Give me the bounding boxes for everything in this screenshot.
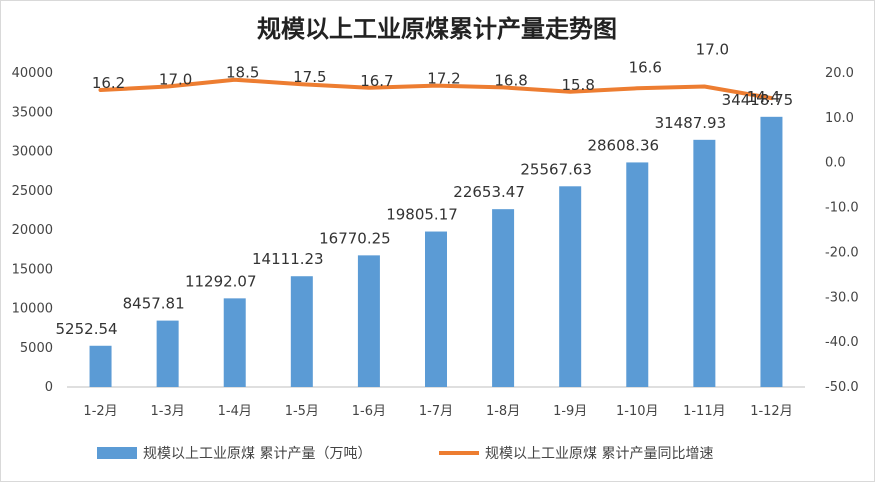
y-left-tick-label: 0 (45, 380, 53, 395)
bar (626, 162, 649, 387)
y-left-tick-label: 15000 (12, 262, 53, 277)
growth-line (98, 77, 774, 101)
bar (760, 116, 783, 388)
y-left-tick-label: 30000 (12, 145, 53, 160)
line-data-label: 16.6 (629, 58, 662, 76)
line-data-label: 17.0 (696, 40, 729, 58)
bar-data-label: 19805.17 (386, 206, 458, 224)
y-right-tick-label: -30.0 (825, 290, 859, 305)
line-data-label: 15.8 (561, 76, 594, 94)
line-data-label: 16.8 (494, 71, 527, 89)
bar-data-label: 14111.23 (252, 250, 324, 268)
bar (89, 345, 112, 387)
y-left-tick-label: 5000 (20, 341, 53, 356)
line-data-label: 17.0 (159, 70, 192, 88)
y-left-tick-label: 10000 (12, 302, 53, 317)
y-left-tick-label: 25000 (12, 184, 53, 199)
y-right-tick-label: 10.0 (825, 111, 854, 126)
bar-data-label: 16770.25 (319, 229, 391, 247)
y-right-tick-label: -50.0 (825, 380, 859, 395)
x-tick-label: 1-4月 (218, 404, 252, 419)
x-tick-label: 1-8月 (486, 404, 520, 419)
y-right-tick-label: 0.0 (825, 156, 846, 171)
x-tick-label: 1-10月 (616, 404, 659, 419)
x-tick-label: 1-12月 (750, 404, 793, 419)
plot-area: 0 5000 10000 15000 20000 25000 30000 35000 40000… (12, 40, 859, 419)
bar-data-label: 31487.93 (655, 114, 727, 132)
bar-data-label: 25567.63 (520, 160, 592, 178)
bar-data-label: 11292.07 (185, 272, 257, 290)
line-data-label: 18.5 (226, 64, 259, 82)
line-data-label: 16.7 (360, 72, 393, 90)
y-left-tick-label: 40000 (12, 66, 53, 81)
bar (223, 298, 246, 387)
y-right-tick-label: 20.0 (825, 66, 854, 81)
legend-swatch-bar (97, 447, 137, 459)
line-data-label: 16.2 (92, 74, 125, 92)
x-tick-label: 1-11月 (683, 404, 726, 419)
bar (290, 276, 313, 387)
bar (357, 255, 380, 387)
line-data-label: 14.4 (747, 88, 780, 106)
y-right-tick-label: -40.0 (825, 335, 859, 350)
bar (693, 139, 716, 387)
bar-data-label: 8457.81 (123, 295, 185, 313)
x-tick-label: 1-3月 (151, 404, 185, 419)
legend: 规模以上工业原煤 累计产量（万吨） 规模以上工业原煤 累计产量同比增速 (97, 446, 713, 462)
bar (559, 186, 582, 387)
y-left-tick-label: 20000 (12, 223, 53, 238)
x-tick-label: 1-2月 (83, 404, 117, 419)
legend-label-bar: 规模以上工业原煤 累计产量（万吨） (143, 446, 371, 462)
line-data-label: 17.5 (293, 68, 326, 86)
x-tick-label: 1-6月 (352, 404, 386, 419)
bar-data-label: 34418.75 (722, 91, 794, 109)
x-tick-label: 1-7月 (419, 404, 453, 419)
y-right-tick-label: -20.0 (825, 245, 859, 260)
bar-data-label: 5252.54 (56, 320, 118, 338)
y-left-tick-label: 35000 (12, 105, 53, 120)
chart-title: 规模以上工业原煤累计产量走势图 (257, 14, 617, 43)
x-tick-label: 1-9月 (553, 404, 587, 419)
bar (492, 209, 515, 387)
line-data-label: 17.2 (427, 70, 460, 88)
x-tick-label: 1-5月 (285, 404, 319, 419)
legend-label-line: 规模以上工业原煤 累计产量同比增速 (485, 446, 713, 462)
y-right-tick-label: -10.0 (825, 201, 859, 216)
bar (425, 231, 447, 387)
bar-data-label: 28608.36 (587, 136, 659, 154)
bar (156, 320, 179, 387)
bar-data-label: 22653.47 (453, 183, 525, 201)
